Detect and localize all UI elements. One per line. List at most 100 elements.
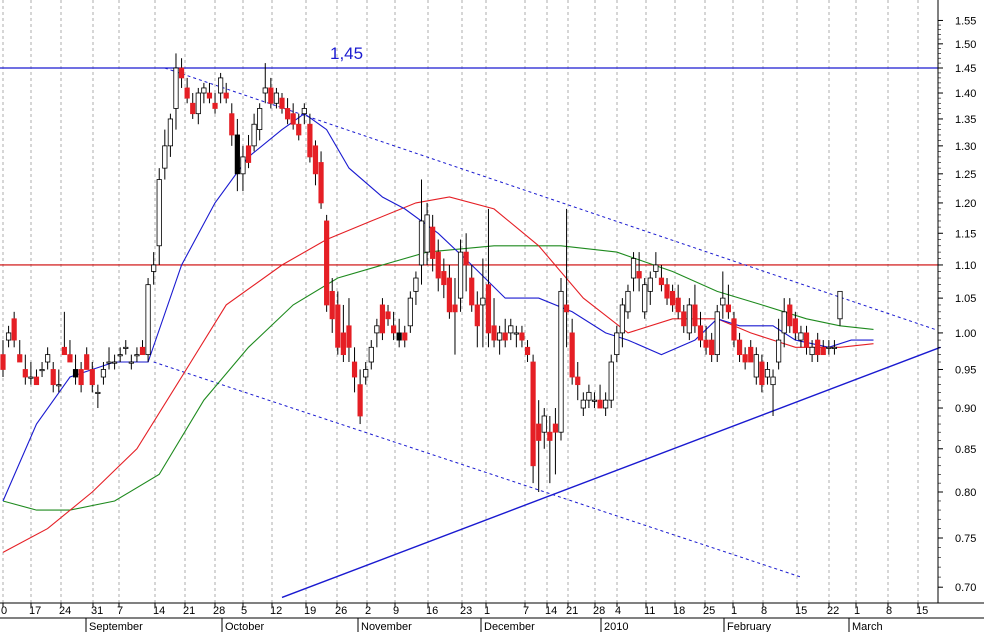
- candle-body: [748, 346, 754, 363]
- candle-body: [195, 92, 201, 115]
- y-tick-label: 0.70: [955, 582, 976, 594]
- candle-body: [134, 354, 140, 357]
- x-tick-label: 5: [241, 605, 247, 617]
- candle-body: [178, 67, 185, 79]
- trend-lines: [153, 67, 941, 599]
- candle-body: [273, 92, 280, 104]
- candle-body: [809, 346, 815, 356]
- horizontal-lines: 1,45: [0, 44, 938, 266]
- candle-body: [268, 87, 274, 104]
- month-label: December: [484, 621, 535, 632]
- dotted-trendline: [153, 361, 802, 578]
- candle-body: [452, 304, 458, 313]
- candle-body: [720, 297, 726, 306]
- candle-body: [123, 346, 129, 349]
- candle-body: [374, 325, 380, 334]
- candle-body: [457, 251, 464, 299]
- candle-body: [95, 391, 101, 394]
- candle-body: [681, 311, 687, 327]
- x-tick-label: 24: [59, 605, 71, 617]
- candle-body: [418, 220, 425, 266]
- y-tick-label: 1.45: [955, 63, 976, 75]
- candle-body: [714, 311, 720, 356]
- candle-body: [524, 346, 531, 356]
- candle-body: [67, 354, 73, 363]
- x-tick-label: 28: [593, 605, 605, 617]
- candle-body: [396, 332, 402, 341]
- candle-body: [184, 87, 190, 99]
- candle-body: [770, 376, 776, 386]
- candle-body: [781, 311, 787, 334]
- candle-body: [430, 226, 436, 259]
- candle-body: [497, 332, 503, 341]
- x-tick-label: 26: [335, 605, 347, 617]
- candle-body: [234, 134, 240, 175]
- candle-body: [614, 332, 620, 356]
- candle-body: [586, 391, 592, 401]
- candle-body: [212, 102, 218, 109]
- candle-body: [653, 264, 659, 272]
- candle-body: [402, 332, 408, 341]
- candle-body: [318, 162, 324, 204]
- x-tick-label: 25: [703, 605, 715, 617]
- candle-body: [474, 304, 480, 327]
- candle-body: [446, 277, 453, 313]
- candle-body: [485, 284, 492, 334]
- candle-body: [312, 145, 319, 175]
- x-tick-label: 21: [566, 605, 578, 617]
- candle-body: [697, 325, 704, 341]
- candle-body: [385, 311, 391, 320]
- candle-body: [469, 277, 475, 306]
- candle-body: [112, 361, 118, 364]
- x-tick-label: 14: [153, 605, 165, 617]
- x-tick-label: 28: [213, 605, 225, 617]
- candle-body: [463, 251, 469, 266]
- candle-body: [407, 297, 413, 327]
- candle-body: [307, 123, 313, 158]
- y-tick-label: 1.00: [955, 328, 976, 340]
- x-tick-label: 16: [426, 605, 438, 617]
- candle-body: [33, 376, 40, 386]
- x-tick-label: 23: [460, 605, 472, 617]
- candle-body: [837, 290, 843, 320]
- candle-body: [340, 332, 346, 356]
- candle-body: [61, 346, 67, 356]
- candle-body: [519, 332, 525, 341]
- candle-body: [279, 97, 285, 109]
- axis-labels: 0.70 0.75 0.80 0.85 0.90 0.95 1.00 1.05 1.10 1.15…: [1, 15, 976, 632]
- candle-body: [552, 423, 559, 433]
- candle-body: [173, 67, 179, 109]
- month-label: February: [727, 621, 772, 632]
- candle-body: [357, 384, 363, 417]
- x-tick-label: 7: [523, 605, 529, 617]
- x-tick-label: 9: [393, 605, 399, 617]
- candle-body: [145, 284, 151, 356]
- candle-body: [128, 361, 134, 364]
- candle-body: [72, 369, 79, 378]
- candle-body: [245, 145, 252, 163]
- candle-body: [190, 102, 196, 115]
- x-tick-label: 22: [827, 605, 839, 617]
- y-tick-label: 0.90: [955, 403, 976, 415]
- candle-body: [363, 369, 369, 378]
- candle-body: [5, 332, 12, 341]
- candle-body: [541, 415, 547, 433]
- candle-body: [435, 251, 441, 279]
- candle-body: [240, 156, 246, 175]
- y-tick-label: 0.75: [955, 533, 976, 545]
- candles: [0, 53, 843, 492]
- ma-short-series: [2, 113, 874, 502]
- y-tick-label: 0.80: [955, 487, 976, 499]
- candle-body: [50, 369, 56, 386]
- ma-mid-series: [2, 196, 874, 553]
- x-tick-label: 8: [886, 605, 892, 617]
- candle-body: [413, 277, 419, 292]
- candle-body: [742, 354, 748, 363]
- candle-body: [0, 354, 6, 370]
- candle-body: [787, 304, 793, 327]
- candle-body: [580, 399, 586, 409]
- x-tick-label: 8: [761, 605, 767, 617]
- x-tick-label: 1: [731, 605, 737, 617]
- x-tick-label: 19: [304, 605, 316, 617]
